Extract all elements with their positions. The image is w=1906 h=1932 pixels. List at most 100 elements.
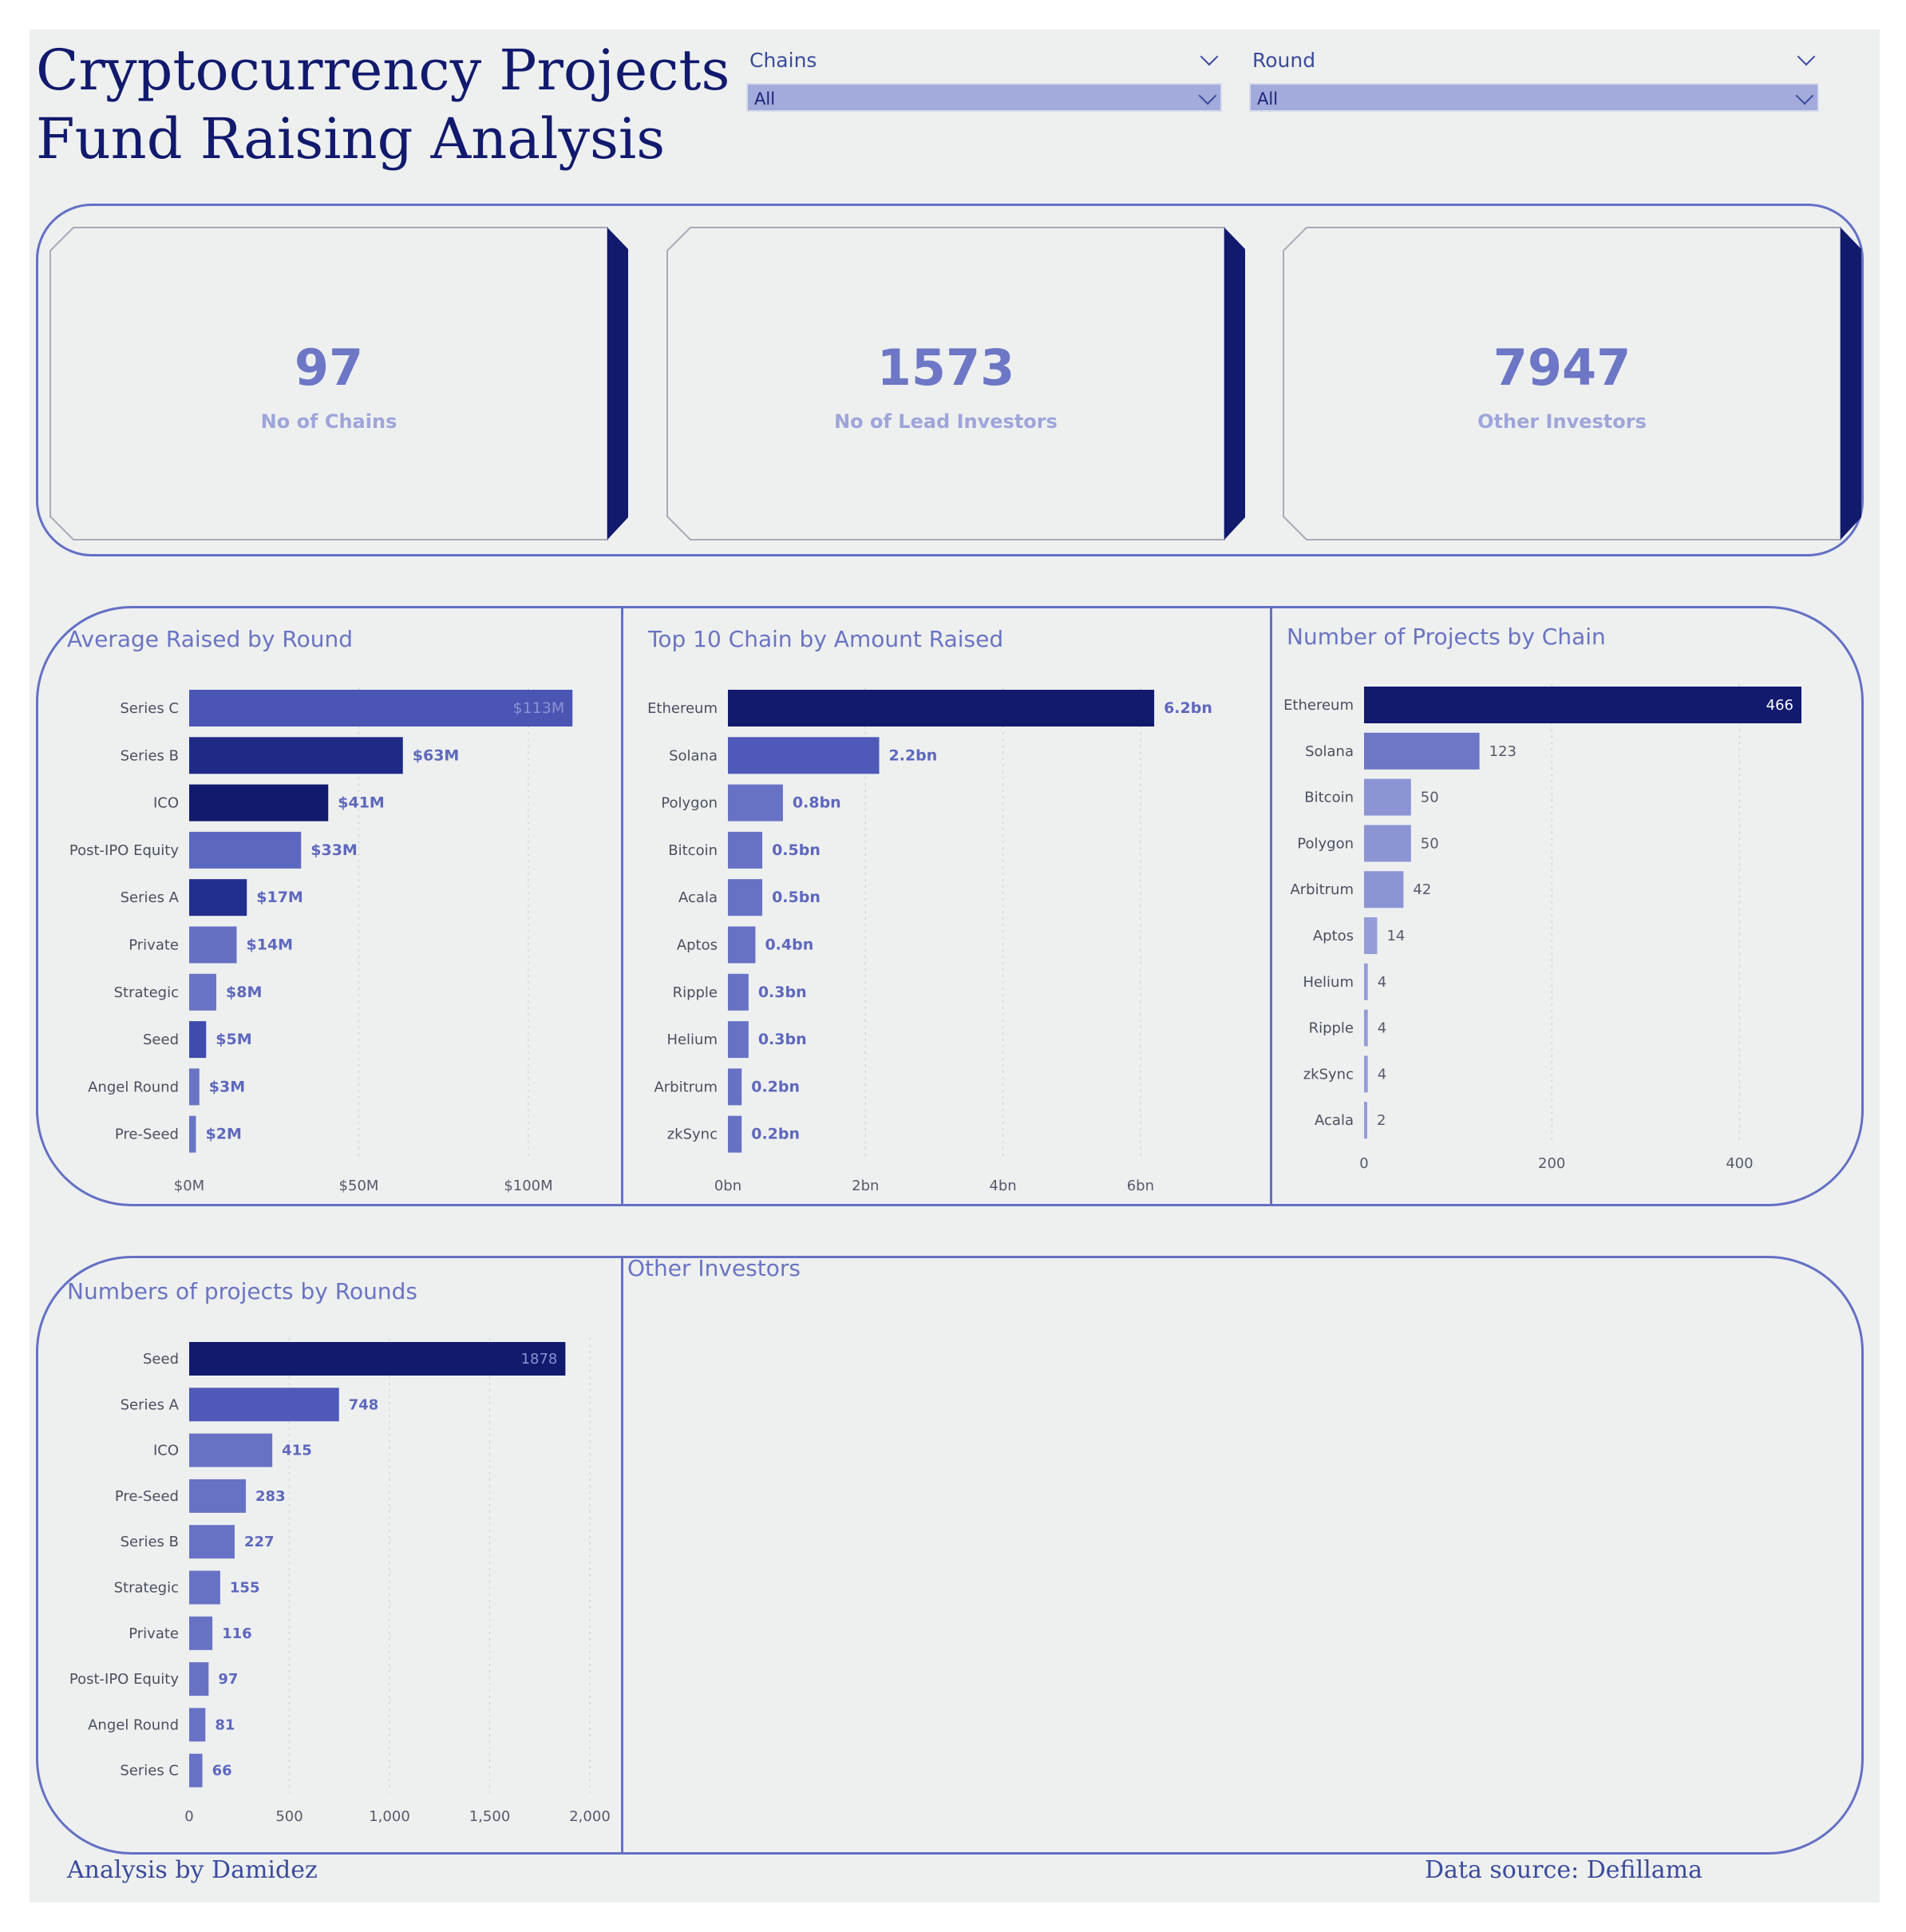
bar: [189, 784, 329, 821]
data-label: 1878: [521, 1351, 558, 1368]
bar: [189, 690, 573, 726]
category-label: Bitcoin: [668, 842, 718, 859]
data-label: 116: [222, 1625, 252, 1642]
bar: [728, 737, 880, 774]
projects-by-rounds-chart: 0 500 1,000 1,500 2,000 Seed 1878 Series A 748 IC…: [69, 1338, 611, 1825]
bar: [728, 690, 1155, 726]
data-label: 97: [218, 1671, 238, 1688]
data-label: 14: [1386, 928, 1405, 944]
category-label: Series A: [121, 1396, 180, 1413]
bar: [1364, 1009, 1368, 1047]
category-label: Ethereum: [1283, 697, 1354, 714]
data-label: 466: [1766, 697, 1793, 714]
kpi-label: No of Lead Investors: [834, 410, 1058, 433]
category-label: Post-IPO Equity: [69, 1671, 179, 1688]
chart-title-avg-raised: Average Raised by Round: [67, 626, 353, 652]
category-label: Solana: [669, 747, 718, 764]
bottom-charts-container: [36, 1256, 1864, 1855]
bar: [728, 926, 756, 964]
kpi-card-frame: [1283, 227, 1861, 540]
divider: [1270, 608, 1272, 1205]
category-label: ICO: [153, 795, 179, 812]
bar: [189, 1662, 209, 1696]
other-investors-title: Other Investors: [627, 1255, 801, 1281]
data-label: $8M: [226, 984, 262, 1001]
category-label: Ripple: [1309, 1020, 1354, 1037]
kpi-card-other-investors: 7947 Other Investors: [1283, 227, 1861, 540]
category-label: ICO: [153, 1443, 179, 1459]
data-label: 0.2bn: [751, 1078, 800, 1095]
x-tick-label: $100M: [504, 1178, 552, 1194]
category-label: Series B: [121, 1534, 179, 1550]
divider: [621, 608, 623, 1205]
data-label: 66: [212, 1763, 232, 1780]
data-label: 0.2bn: [751, 1126, 800, 1143]
category-label: Acala: [1315, 1112, 1354, 1129]
data-label: 227: [244, 1534, 275, 1550]
category-label: Series B: [121, 747, 179, 764]
bar: [189, 926, 237, 964]
title-line-1: Cryptocurrency Projects: [36, 38, 730, 103]
data-label: 0.8bn: [793, 794, 841, 812]
kpi-card-chains: 97 No of Chains: [49, 227, 628, 540]
category-label: Arbitrum: [1290, 881, 1354, 898]
chains-dropdown-value: All: [754, 89, 776, 109]
data-label: 0.4bn: [765, 936, 813, 954]
x-tick-label: 0bn: [714, 1178, 741, 1194]
bar: [189, 1525, 235, 1559]
kpi-container: [36, 204, 1864, 556]
x-tick-label: 500: [275, 1808, 303, 1825]
category-label: Pre-Seed: [115, 1488, 179, 1505]
category-label: Series C: [120, 700, 179, 717]
data-label: $3M: [209, 1078, 245, 1095]
kpi-value: 97: [294, 338, 364, 397]
round-slicer[interactable]: Round All: [1249, 46, 1819, 117]
data-label: 0.3bn: [758, 1031, 807, 1048]
category-label: Bitcoin: [1304, 790, 1354, 806]
category-label: Pre-Seed: [115, 1126, 179, 1143]
chains-dropdown[interactable]: All: [746, 83, 1222, 112]
chart-title-projects-by-chain: Number of Projects by Chain: [1287, 624, 1606, 650]
data-label: 123: [1489, 743, 1516, 760]
footer-credit: Analysis by Damidez: [67, 1856, 318, 1884]
category-label: Acala: [678, 889, 718, 906]
bar: [728, 1115, 742, 1153]
bar: [1364, 778, 1411, 816]
data-label: 155: [230, 1580, 260, 1597]
round-dropdown[interactable]: All: [1249, 83, 1819, 112]
x-tick-label: 0: [184, 1808, 193, 1825]
category-label: Seed: [143, 1031, 179, 1048]
data-label: 748: [349, 1396, 379, 1413]
category-label: Post-IPO Equity: [69, 842, 179, 859]
x-tick-label: 1,000: [369, 1808, 410, 1825]
chains-slicer[interactable]: Chains All: [746, 46, 1222, 117]
category-label: Private: [129, 1625, 179, 1642]
category-label: Helium: [1303, 974, 1354, 991]
category-label: Aptos: [1313, 928, 1354, 944]
bar: [1364, 963, 1368, 1000]
data-label: $63M: [413, 746, 460, 764]
bar: [189, 1342, 566, 1376]
bar: [1364, 732, 1480, 770]
bar: [1364, 825, 1411, 862]
data-label: 415: [282, 1443, 312, 1459]
bar: [189, 1068, 200, 1106]
category-label: zkSync: [667, 1126, 718, 1143]
divider: [621, 1257, 623, 1853]
category-label: Polygon: [1297, 835, 1354, 852]
bar: [189, 831, 302, 869]
data-label: 81: [215, 1716, 235, 1733]
x-tick-label: 1,500: [469, 1808, 511, 1825]
data-label: $113M: [513, 699, 565, 717]
bar: [189, 1479, 247, 1513]
data-label: $2M: [206, 1126, 242, 1143]
kpi-card-frame: [666, 227, 1245, 540]
x-tick-label: 6bn: [1127, 1178, 1154, 1194]
category-label: Angel Round: [88, 1079, 179, 1095]
category-label: Private: [129, 937, 179, 954]
x-tick-label: $50M: [339, 1178, 379, 1194]
x-tick-label: 2,000: [569, 1808, 611, 1825]
top-chains-by-amount-chart: 0bn 2bn 4bn 6bn Ethereum 6.2bn Solana 2.2bn Poly…: [647, 687, 1212, 1194]
kpi-value: 7947: [1493, 338, 1631, 397]
avg-raised-by-round-chart: $0M $50M $100M Series C $113M Series B $63M ICO…: [69, 687, 573, 1194]
